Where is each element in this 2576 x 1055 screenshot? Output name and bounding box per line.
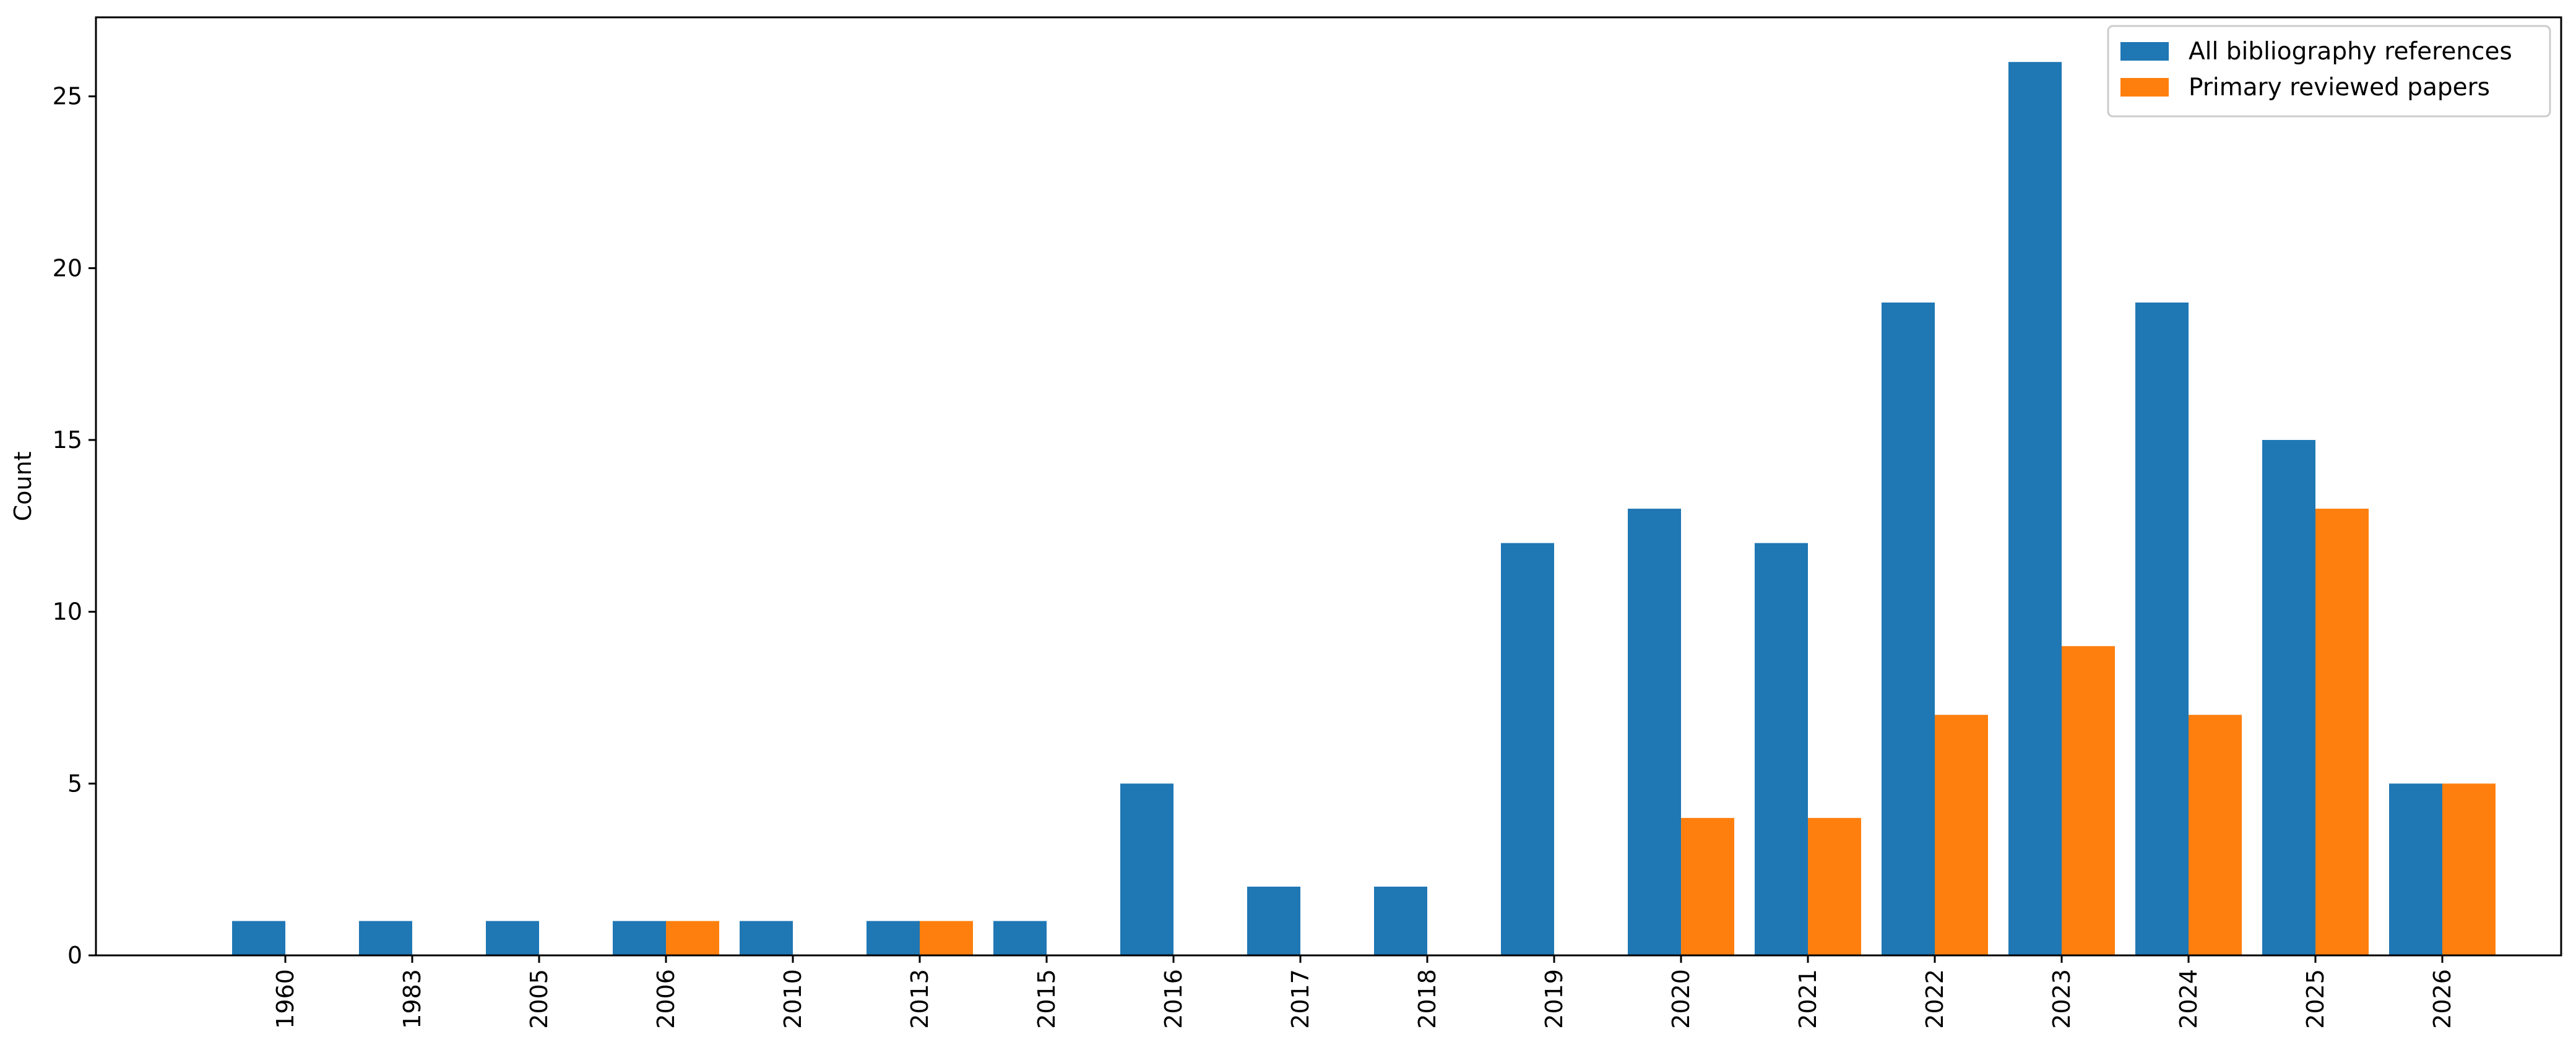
x-tick-label: 1983 — [399, 969, 426, 1029]
x-tick-label: 2006 — [652, 969, 680, 1029]
bar-all-references-1983 — [359, 921, 412, 955]
x-tick-label: 2021 — [1794, 969, 1822, 1029]
x-tick-label: 2026 — [2429, 969, 2456, 1029]
bar-all-references-2019 — [1501, 543, 1554, 955]
x-tick-label: 2025 — [2302, 969, 2329, 1029]
bar-primary-papers-2026 — [2442, 783, 2496, 955]
bar-primary-papers-2024 — [2189, 715, 2242, 955]
y-tick-label: 0 — [67, 942, 82, 969]
bar-primary-papers-2020 — [1681, 817, 1734, 955]
y-tick-label: 25 — [53, 83, 82, 110]
bar-all-references-2025 — [2262, 440, 2315, 955]
bar-all-references-1960 — [232, 921, 285, 955]
x-tick-label: 2018 — [1414, 969, 1441, 1029]
bar-all-references-2016 — [1120, 783, 1173, 955]
x-tick-label: 2016 — [1160, 969, 1187, 1029]
x-tick-label: 2013 — [906, 969, 933, 1029]
x-tick-label: 2010 — [779, 969, 806, 1029]
y-axis-label: Count — [9, 452, 37, 522]
bar-primary-papers-2013 — [920, 921, 973, 955]
legend-swatch — [2120, 42, 2169, 61]
y-tick-label: 20 — [53, 254, 82, 282]
bar-all-references-2017 — [1247, 886, 1300, 955]
x-tick-label: 2019 — [1541, 969, 1568, 1029]
bar-all-references-2023 — [2008, 62, 2062, 956]
bar-all-references-2024 — [2135, 302, 2189, 955]
x-tick-label: 1960 — [272, 969, 299, 1029]
bar-all-references-2015 — [993, 921, 1047, 955]
bar-all-references-2013 — [867, 921, 920, 955]
x-axis-ticks: 1960 1983 2005 2006 2010 2013 2015 2016 2017 2018… — [272, 955, 2456, 1029]
x-tick-label: 2023 — [2048, 969, 2075, 1029]
x-tick-label: 2022 — [1921, 969, 1948, 1029]
bar-all-references-2010 — [740, 921, 793, 955]
legend-label: All bibliography references — [2189, 38, 2512, 66]
y-axis-ticks: 0 5 10 15 20 25 — [53, 83, 96, 969]
y-tick-label: 5 — [67, 770, 82, 797]
bar-primary-papers-2023 — [2062, 646, 2115, 955]
bars-layer — [232, 62, 2496, 956]
bar-all-references-2006 — [613, 921, 666, 955]
bar-primary-papers-2025 — [2315, 509, 2369, 955]
y-tick-label: 15 — [53, 426, 82, 454]
bar-all-references-2005 — [486, 921, 539, 955]
x-tick-label: 2017 — [1287, 969, 1314, 1029]
x-tick-label: 2005 — [525, 969, 553, 1029]
bar-all-references-2022 — [1882, 302, 1935, 955]
bar-primary-papers-2022 — [1935, 715, 1988, 955]
bar-all-references-2026 — [2389, 783, 2442, 955]
plot-frame — [95, 16, 2562, 957]
legend: All bibliography references Primary revie… — [2107, 25, 2551, 118]
bar-all-references-2018 — [1374, 886, 1427, 955]
x-tick-label: 2020 — [1667, 969, 1695, 1029]
bar-primary-papers-2021 — [1808, 817, 1861, 955]
x-tick-label: 2024 — [2175, 969, 2202, 1029]
bar-all-references-2020 — [1628, 509, 1681, 955]
bar-all-references-2021 — [1755, 543, 1808, 955]
legend-box — [2107, 25, 2551, 118]
y-tick-label: 10 — [53, 598, 82, 626]
legend-label: Primary reviewed papers — [2189, 74, 2490, 101]
legend-swatch — [2120, 78, 2169, 97]
x-tick-label: 2015 — [1033, 969, 1060, 1029]
bar-primary-papers-2006 — [666, 921, 719, 955]
